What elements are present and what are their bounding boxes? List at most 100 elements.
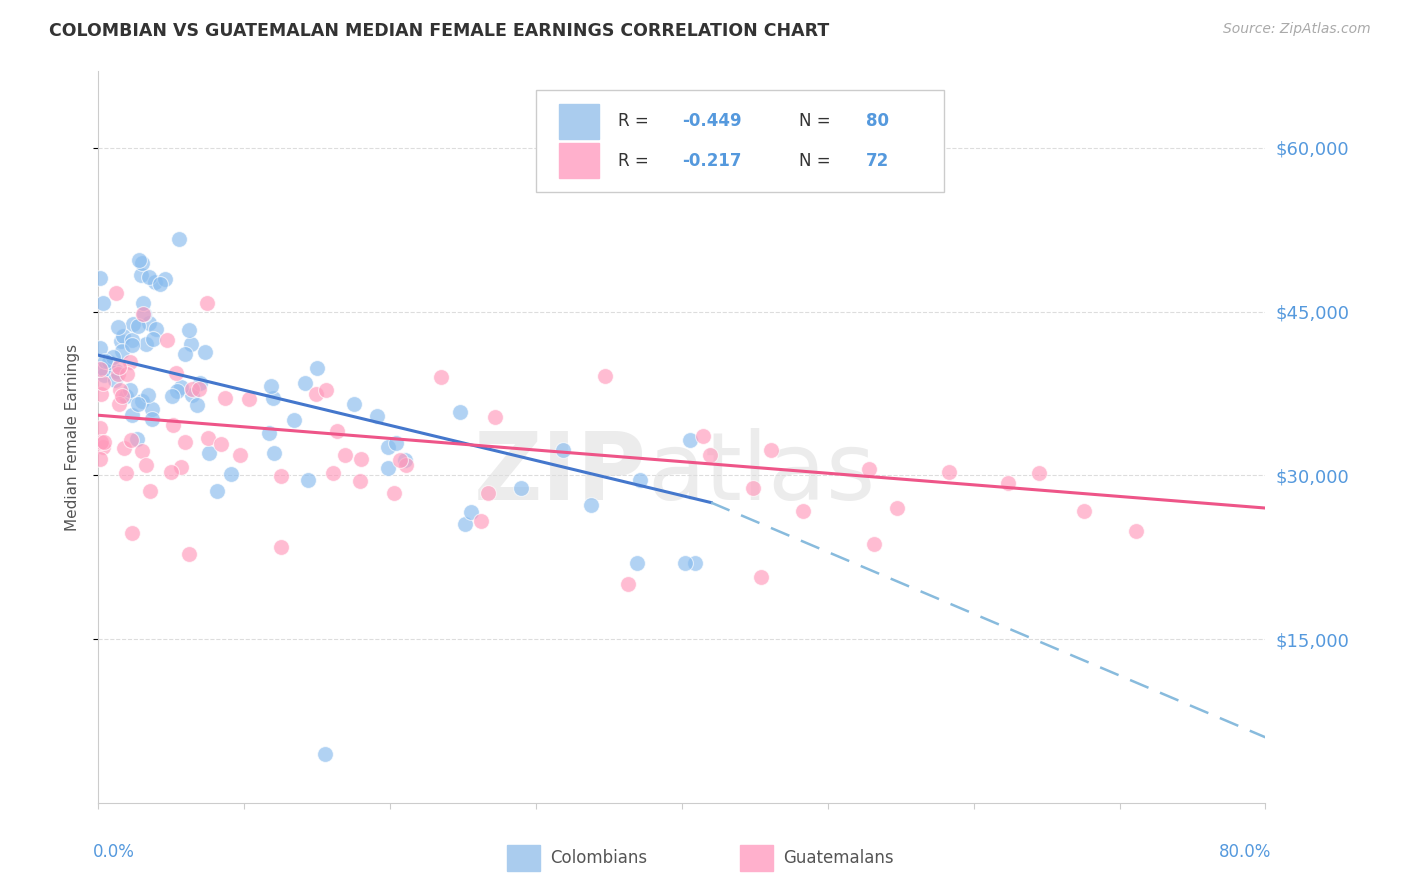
Point bbox=[90, 387, 112, 401]
Point bbox=[121, 338, 143, 352]
Point bbox=[131, 394, 153, 409]
Point bbox=[141, 401, 163, 416]
Point bbox=[1125, 524, 1147, 538]
Point bbox=[91, 440, 114, 454]
Point bbox=[135, 458, 157, 473]
Point bbox=[429, 370, 451, 384]
Text: N =: N = bbox=[799, 152, 835, 169]
Point bbox=[107, 319, 129, 334]
Point bbox=[1073, 504, 1095, 518]
Point bbox=[110, 334, 132, 348]
Point bbox=[132, 295, 155, 310]
Point bbox=[160, 389, 183, 403]
Point bbox=[315, 383, 337, 397]
Point bbox=[120, 434, 142, 448]
Point bbox=[118, 355, 141, 369]
Point bbox=[121, 526, 143, 541]
Point bbox=[683, 556, 706, 570]
Point bbox=[132, 307, 155, 321]
Point bbox=[135, 337, 157, 351]
Point bbox=[349, 474, 371, 488]
Point bbox=[628, 473, 651, 487]
Point bbox=[111, 389, 134, 403]
Point bbox=[112, 329, 135, 343]
Text: COLOMBIAN VS GUATEMALAN MEDIAN FEMALE EARNINGS CORRELATION CHART: COLOMBIAN VS GUATEMALAN MEDIAN FEMALE EA… bbox=[49, 22, 830, 40]
Point bbox=[333, 448, 356, 462]
Point bbox=[377, 460, 399, 475]
Point bbox=[679, 433, 702, 447]
Point bbox=[477, 485, 499, 500]
Point bbox=[343, 397, 366, 411]
Point bbox=[314, 747, 336, 761]
Text: 0.0%: 0.0% bbox=[93, 843, 135, 861]
Point bbox=[579, 499, 602, 513]
Point bbox=[238, 392, 260, 407]
Point bbox=[197, 296, 219, 310]
Point bbox=[89, 270, 111, 285]
Text: Source: ZipAtlas.com: Source: ZipAtlas.com bbox=[1223, 22, 1371, 37]
Point bbox=[145, 321, 167, 335]
Point bbox=[115, 367, 138, 381]
Point bbox=[270, 540, 292, 554]
Point bbox=[90, 434, 112, 449]
Bar bbox=[560, 103, 599, 138]
Point bbox=[170, 460, 193, 475]
Point bbox=[260, 378, 283, 392]
Point bbox=[197, 431, 219, 445]
Point bbox=[170, 380, 193, 394]
Point bbox=[484, 409, 506, 424]
Point bbox=[792, 504, 814, 518]
Point bbox=[617, 577, 640, 591]
Point bbox=[858, 462, 880, 476]
Text: R =: R = bbox=[617, 152, 654, 169]
Point bbox=[138, 316, 160, 330]
Point bbox=[997, 475, 1019, 490]
Point bbox=[177, 323, 200, 337]
Text: -0.217: -0.217 bbox=[682, 152, 741, 169]
Point bbox=[626, 556, 648, 570]
Point bbox=[846, 173, 869, 187]
Point bbox=[742, 481, 765, 495]
Point bbox=[108, 383, 131, 397]
Point bbox=[886, 501, 908, 516]
Bar bbox=[741, 846, 773, 871]
Point bbox=[134, 307, 156, 321]
Point bbox=[166, 384, 188, 399]
Y-axis label: Median Female Earnings: Median Female Earnings bbox=[65, 343, 80, 531]
Point bbox=[326, 424, 349, 438]
Point bbox=[141, 412, 163, 426]
Point bbox=[128, 253, 150, 268]
Point bbox=[136, 388, 159, 402]
Point bbox=[139, 483, 162, 498]
Text: ZIP: ZIP bbox=[474, 427, 647, 520]
Point bbox=[209, 437, 232, 451]
Point bbox=[127, 432, 149, 446]
Point bbox=[187, 383, 209, 397]
Point bbox=[94, 354, 117, 368]
Point bbox=[366, 409, 388, 423]
Point bbox=[108, 359, 131, 374]
Point bbox=[470, 514, 492, 528]
Point bbox=[283, 413, 305, 427]
Point bbox=[111, 344, 134, 359]
Point bbox=[162, 417, 184, 432]
Point bbox=[307, 360, 329, 375]
Point bbox=[675, 556, 697, 570]
Point bbox=[89, 421, 111, 435]
Point bbox=[262, 391, 284, 405]
Point bbox=[186, 398, 208, 412]
Point bbox=[104, 373, 127, 387]
Point bbox=[304, 387, 326, 401]
Point bbox=[107, 367, 129, 381]
Point bbox=[699, 448, 721, 462]
Point bbox=[97, 355, 120, 369]
Point bbox=[143, 276, 166, 290]
Point bbox=[198, 445, 221, 459]
Text: R =: R = bbox=[617, 112, 654, 130]
Point bbox=[120, 384, 142, 398]
Point bbox=[89, 451, 111, 466]
Point bbox=[322, 466, 344, 480]
Point bbox=[142, 332, 165, 346]
Point bbox=[749, 570, 772, 584]
Point bbox=[174, 435, 197, 450]
